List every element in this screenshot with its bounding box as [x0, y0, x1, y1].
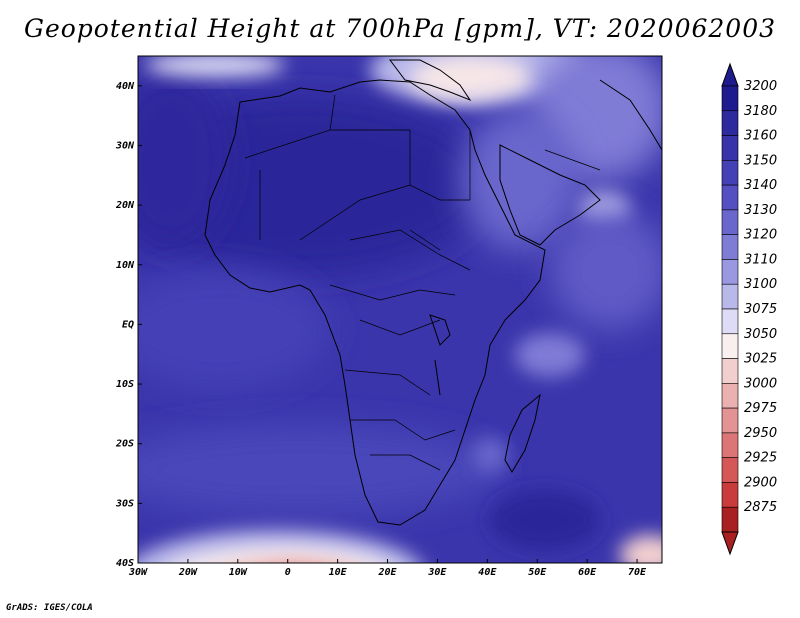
- lon-tick-label: 30E: [427, 567, 447, 578]
- colorbar-label: 3140: [744, 178, 777, 193]
- lon-tick-label: 30W: [128, 567, 148, 578]
- colorbar-label: 3120: [744, 228, 777, 243]
- colorbar-label: 3160: [744, 129, 777, 144]
- lat-tick-label: 10N: [116, 260, 135, 271]
- lon-tick-label: 60E: [578, 567, 597, 578]
- colorbar-swatch: [721, 209, 739, 235]
- lat-tick-label: EQ: [122, 319, 134, 330]
- lon-tick-label: 0: [285, 567, 291, 578]
- coastlines: [204, 59, 662, 526]
- colorbar-label: 3000: [744, 376, 777, 391]
- axis-labels: 30W 20W 10W 0 10E 20E 30E 40E 50E 60E 70E 40N 30N 20N…: [115, 81, 647, 578]
- colorbar-swatch: [721, 457, 739, 483]
- colorbar-swatch: [721, 333, 739, 359]
- colorbar-swatch: [721, 110, 739, 136]
- lat-tick-label: 20N: [115, 200, 135, 211]
- colorbar-label: 2950: [744, 426, 777, 441]
- colorbar-swatch: [721, 432, 739, 458]
- lon-tick-label: 20W: [178, 567, 198, 578]
- colorbar-label: 3200: [744, 79, 777, 94]
- lon-tick-label: 10E: [329, 567, 348, 578]
- colorbar-swatch: [721, 259, 739, 285]
- colorbar-label: 3150: [744, 153, 777, 168]
- colorbar-label: 3075: [744, 302, 777, 317]
- lon-tick-label: 10W: [229, 567, 248, 578]
- lat-tick-label: 20S: [115, 439, 134, 450]
- lat-tick-label: 30N: [115, 140, 135, 151]
- colorbar-label: 3100: [744, 277, 777, 292]
- colorbar-label: 3130: [744, 203, 777, 218]
- colorbar-swatch: [721, 383, 739, 409]
- lat-tick-label: 10S: [116, 379, 134, 390]
- lat-tick-label: 30S: [115, 498, 134, 509]
- colorbar-label: 2925: [744, 451, 777, 466]
- lon-tick-label: 20E: [377, 567, 397, 578]
- colorbar-label: 3025: [744, 352, 777, 367]
- colorbar-label: 3110: [744, 252, 777, 267]
- height-field: [138, 56, 662, 563]
- colorbar-swatch: [721, 85, 739, 112]
- map-frame: [137, 55, 663, 564]
- footer-credit: GrADS: IGES/COLA: [6, 603, 93, 613]
- lat-tick-label: 40N: [116, 81, 135, 92]
- chart-title: Geopotential Height at 700hPa [gpm], VT:…: [23, 14, 777, 43]
- colorbar-label: 2975: [744, 401, 777, 416]
- lon-tick-label: 50E: [528, 567, 547, 578]
- colorbar-swatch: [721, 482, 739, 508]
- colorbar-swatch: [721, 234, 739, 260]
- colorbar-label: 2875: [744, 500, 777, 515]
- colorbar-swatch: [721, 184, 739, 211]
- lon-tick-label: 70E: [628, 567, 647, 578]
- lon-tick-label: 40E: [478, 567, 497, 578]
- colorbar-swatch: [721, 135, 739, 161]
- colorbar: 3200 3180 3160 3150 3140 3130 3120 3110 3100 3075…: [721, 62, 777, 556]
- colorbar-label: 3050: [744, 327, 777, 342]
- colorbar-top-arrow: [721, 62, 739, 87]
- colorbar-swatch: [721, 506, 739, 533]
- colorbar-swatch: [721, 407, 739, 434]
- colorbar-swatch: [721, 160, 739, 186]
- colorbar-bottom-arrow: [721, 531, 739, 556]
- country-borders: [244, 94, 601, 471]
- colorbar-label: 2900: [744, 475, 777, 490]
- colorbar-swatch: [721, 308, 739, 335]
- colorbar-label: 3180: [744, 104, 777, 119]
- lat-tick-label: 40S: [116, 558, 134, 569]
- colorbar-swatch: [721, 358, 739, 384]
- colorbar-swatch: [721, 283, 739, 310]
